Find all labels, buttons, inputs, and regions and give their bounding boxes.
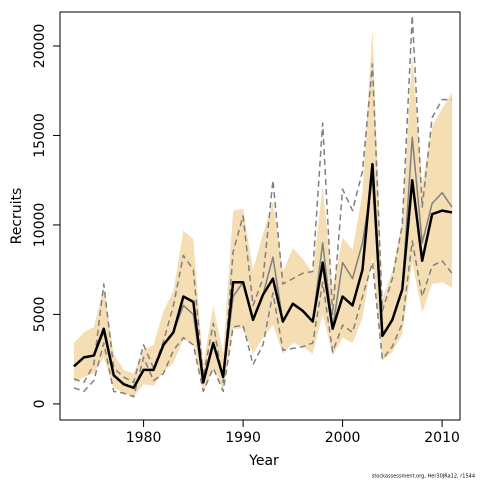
footnote: stockassessment.org, Her30JRa12, r1544 xyxy=(372,474,475,480)
x-tick-label: 1980 xyxy=(126,430,162,446)
x-tick-label: 2000 xyxy=(325,430,361,446)
plot-frame xyxy=(59,11,461,421)
series-line xyxy=(73,162,453,390)
confidence-band xyxy=(73,28,453,397)
series-line xyxy=(73,14,453,384)
x-axis-label: Year xyxy=(248,453,279,469)
y-tick-label: 5000 xyxy=(32,297,48,333)
y-tick-label: 0 xyxy=(32,399,48,408)
x-tick-label: 1990 xyxy=(225,430,261,446)
y-axis-label: Recruits xyxy=(9,188,25,245)
x-tick-label: 2010 xyxy=(424,430,460,446)
y-tick-label: 15000 xyxy=(32,113,48,158)
y-tick-label: 20000 xyxy=(32,24,48,69)
series-line xyxy=(73,240,453,398)
y-tick-label: 10000 xyxy=(32,203,48,248)
